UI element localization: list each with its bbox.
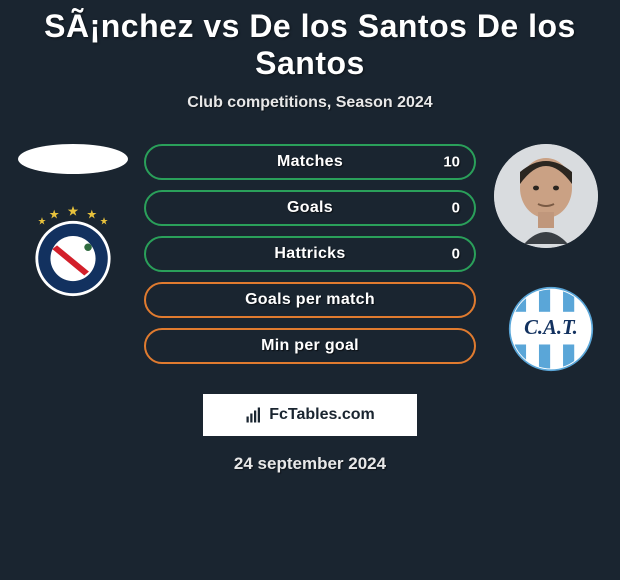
player1-club-badge: [26, 204, 120, 298]
branding[interactable]: FcTables.com: [203, 394, 417, 436]
bars-icon: [245, 406, 263, 424]
stat-label: Min per goal: [261, 337, 359, 355]
stats-list: Matches 10 Goals 0 Hattricks 0 Goals per…: [140, 144, 480, 364]
stat-row-matches: Matches 10: [144, 144, 476, 180]
stat-right-value: 0: [452, 246, 460, 263]
stat-label: Goals per match: [245, 291, 375, 309]
stat-label: Goals: [287, 199, 333, 217]
stat-label: Matches: [277, 153, 343, 171]
subtitle: Club competitions, Season 2024: [0, 94, 620, 112]
club-initials: C.A.T.: [524, 317, 578, 339]
player2-avatar: [494, 144, 598, 248]
stat-row-min-per-goal: Min per goal: [144, 328, 476, 364]
branding-text: FcTables.com: [269, 406, 375, 424]
left-column: [0, 144, 140, 298]
stat-right-value: 0: [452, 200, 460, 217]
comparison-card: SÃ¡nchez vs De los Santos De los Santos …: [0, 0, 620, 474]
player2-club-badge: C.A.T.: [504, 282, 598, 376]
main-row: Matches 10 Goals 0 Hattricks 0 Goals per…: [0, 144, 620, 376]
right-column: C.A.T.: [480, 144, 620, 376]
stat-row-goals-per-match: Goals per match: [144, 282, 476, 318]
stat-label: Hattricks: [274, 245, 345, 263]
stat-row-hattricks: Hattricks 0: [144, 236, 476, 272]
stat-row-goals: Goals 0: [144, 190, 476, 226]
page-title: SÃ¡nchez vs De los Santos De los Santos: [0, 0, 620, 82]
player1-avatar: [18, 144, 128, 174]
date: 24 september 2024: [0, 454, 620, 474]
stat-right-value: 10: [443, 154, 460, 171]
